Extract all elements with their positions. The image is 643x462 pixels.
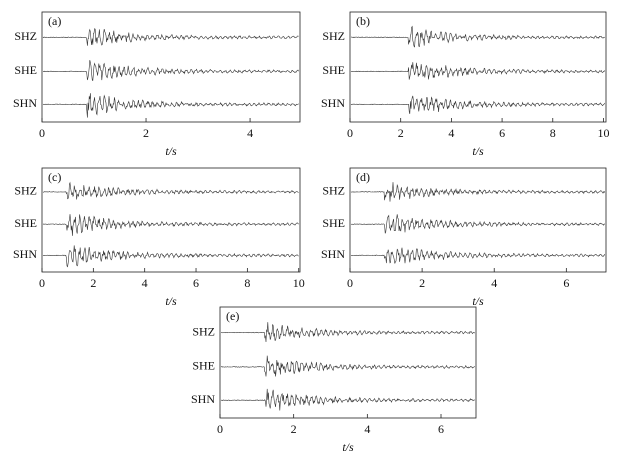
trace-label: SHE: [14, 63, 37, 77]
waveform: [350, 182, 606, 202]
x-tick-label: 4: [491, 276, 497, 290]
x-tick-label: 0: [347, 276, 353, 290]
x-tick-label: 6: [563, 276, 569, 290]
panel-frame: [349, 167, 607, 273]
x-tick-label: 8: [244, 276, 250, 290]
waveform: [43, 181, 299, 200]
x-tick-label: 6: [193, 276, 199, 290]
waveform: [351, 25, 605, 48]
x-axis-label: t/s: [165, 294, 177, 308]
panel-label: (d): [356, 170, 370, 184]
waveform: [350, 247, 606, 264]
panel-label: (b): [356, 14, 370, 28]
trace-label: SHN: [13, 247, 37, 261]
x-tick-label: 10: [293, 276, 305, 290]
trace-label: SHN: [321, 96, 345, 110]
panel-frame: [349, 11, 607, 123]
x-tick-label: 4: [142, 276, 148, 290]
panel-label: (a): [48, 14, 61, 28]
waveform: [42, 93, 299, 118]
x-tick-label: 4: [448, 126, 454, 140]
trace-label: SHZ: [14, 29, 37, 43]
x-axis-label: t/s: [165, 144, 177, 158]
x-tick-label: 6: [499, 126, 505, 140]
waveform: [221, 322, 476, 343]
x-tick-label: 8: [550, 126, 556, 140]
trace-label: SHZ: [14, 184, 37, 198]
x-tick-label: 0: [217, 422, 223, 436]
x-tick-label: 0: [347, 126, 353, 140]
panel-frame: [41, 11, 301, 123]
trace-label: SHE: [14, 216, 37, 230]
waveform: [220, 388, 475, 411]
x-tick-label: 2: [419, 276, 425, 290]
x-tick-label: 4: [364, 422, 370, 436]
panel-frame: [219, 306, 477, 419]
x-axis-label: t/s: [472, 294, 484, 308]
x-tick-label: 10: [597, 126, 609, 140]
x-tick-label: 4: [247, 126, 253, 140]
trace-label: SHN: [13, 96, 37, 110]
waveform: [350, 62, 606, 80]
panel-frame: [41, 167, 301, 273]
trace-label: SHZ: [322, 184, 345, 198]
x-axis-label: t/s: [342, 440, 354, 454]
waveform: [42, 214, 299, 236]
trace-label: SHN: [321, 247, 345, 261]
x-tick-label: 2: [398, 126, 404, 140]
waveform: [350, 214, 606, 234]
x-tick-label: 2: [90, 276, 96, 290]
waveform: [350, 95, 606, 114]
trace-label: SHE: [322, 216, 345, 230]
waveform: [221, 355, 475, 377]
x-axis-label: t/s: [472, 144, 484, 158]
panel-label: (c): [48, 170, 61, 184]
trace-label: SHZ: [192, 324, 215, 338]
trace-label: SHZ: [322, 29, 345, 43]
x-tick-label: 2: [291, 422, 297, 436]
trace-label: SHE: [322, 63, 345, 77]
trace-label: SHE: [192, 359, 215, 373]
x-tick-label: 6: [438, 422, 444, 436]
panel-label: (e): [226, 309, 239, 323]
waveform: [43, 60, 299, 82]
waveform: [42, 28, 299, 46]
x-tick-label: 0: [39, 126, 45, 140]
trace-label: SHN: [191, 392, 215, 406]
x-tick-label: 2: [143, 126, 149, 140]
waveform: [42, 245, 299, 268]
x-tick-label: 0: [39, 276, 45, 290]
